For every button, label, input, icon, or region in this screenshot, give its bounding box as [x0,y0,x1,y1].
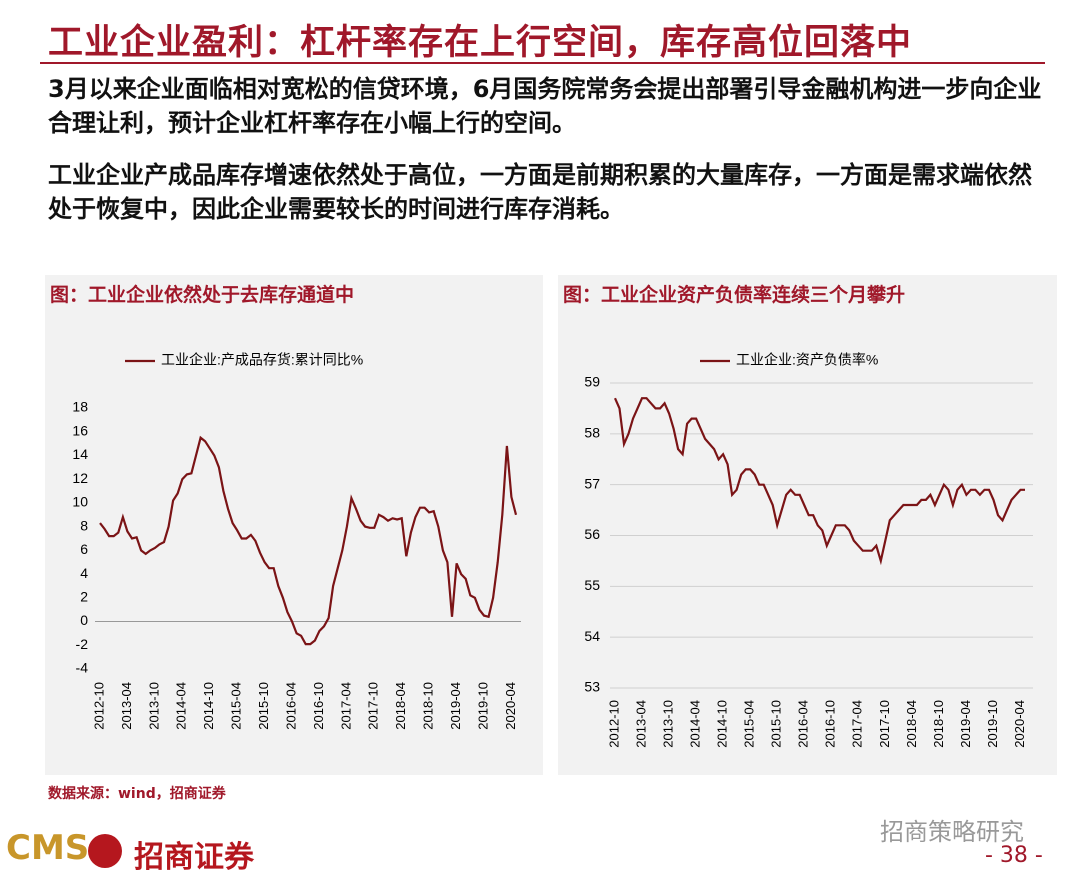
x-tick-label: 2018-10 [931,700,946,748]
chart-title: 图：工业企业依然处于去库存通道中 [50,283,354,306]
x-tick-label: 2017-04 [338,682,353,730]
x-tick-label: 2015-10 [256,682,271,730]
y-tick-label: 53 [584,679,600,695]
line [99,435,518,646]
chart-panel [45,275,543,775]
y-tick-label: 2 [80,589,88,605]
y-tick-label: 59 [584,374,600,390]
paragraph: 工业企业产成品库存增速依然处于高位，一方面是前期积累的大量库存，一方面是需求端依… [48,161,1032,223]
brand: 招商证券 [134,840,254,875]
watermark: 招商策略研究 [880,818,1024,846]
y-tick-label: 8 [80,517,88,533]
y-tick-label: 56 [584,526,600,542]
x-tick-label: 2017-10 [877,700,892,748]
paragraph: 3月以来企业面临相对宽松的信贷环境，6月国务院常务会提出部署引导金融机构进一步向… [48,75,1042,137]
x-tick-label: 2019-10 [985,700,1000,748]
y-tick-label: -4 [76,660,89,676]
source: 数据来源：wind，招商证券 [48,786,226,802]
x-tick-label: 2018-10 [421,682,436,730]
chart-title: 图：工业企业资产负债率连续三个月攀升 [563,283,905,306]
x-tick-label: 2017-10 [366,682,381,730]
x-tick-label: 2018-04 [904,700,919,748]
y-tick-label: 57 [584,475,600,491]
x-tick-label: 2014-04 [688,700,703,748]
x-tick-label: 2019-10 [475,682,490,730]
x-tick-label: 2013-04 [119,682,134,730]
y-tick-label: 16 [72,422,88,438]
y-tick-label: 0 [80,612,88,628]
x-tick-label: 2017-04 [850,700,865,748]
legend-label: 工业企业:产成品存货:累计同比% [161,352,363,368]
legend-label: 工业企业:资产负债率% [736,352,878,368]
chart-panel [558,275,1057,775]
slide-title: 工业企业盈利：杠杆率存在上行空间，库存高位回落中 [48,23,913,63]
x-tick-label: 2016-04 [796,700,811,748]
x-tick-label: 2013-04 [633,700,648,748]
x-tick-label: 2018-04 [393,682,408,730]
x-tick-label: 2012-10 [606,700,621,748]
page-number: - 38 - [985,843,1043,868]
x-tick-label: 2014-10 [715,700,730,748]
y-tick-label: 4 [80,565,88,581]
y-tick-label: 6 [80,541,88,557]
y-tick-label: 55 [584,577,600,593]
x-tick-label: 2015-10 [769,700,784,748]
x-tick-label: 2020-04 [1012,700,1027,748]
x-tick-label: 2016-10 [823,700,838,748]
x-tick-label: 2013-10 [146,682,161,730]
line [613,397,1025,566]
x-tick-label: 2016-10 [311,682,326,730]
x-tick-label: 2014-10 [201,682,216,730]
y-tick-label: 18 [72,399,88,415]
y-tick-label: 58 [584,425,600,441]
logo-badge [88,834,122,868]
x-tick-label: 2013-10 [661,700,676,748]
y-tick-label: 12 [72,470,88,486]
x-tick-label: 2020-04 [503,682,518,730]
x-tick-label: 2012-10 [91,682,106,730]
y-tick-label: 10 [72,494,88,510]
logo: CMS [6,828,90,868]
y-tick-label: 54 [584,628,600,644]
x-tick-label: 2015-04 [742,700,757,748]
x-tick-label: 2019-04 [448,682,463,730]
x-tick-label: 2016-04 [283,682,298,730]
title-rule [40,62,1045,64]
x-tick-label: 2015-04 [229,682,244,730]
x-tick-label: 2014-04 [174,682,189,730]
y-tick-label: -2 [76,636,89,652]
y-tick-label: 14 [72,446,88,462]
x-tick-label: 2019-04 [958,700,973,748]
